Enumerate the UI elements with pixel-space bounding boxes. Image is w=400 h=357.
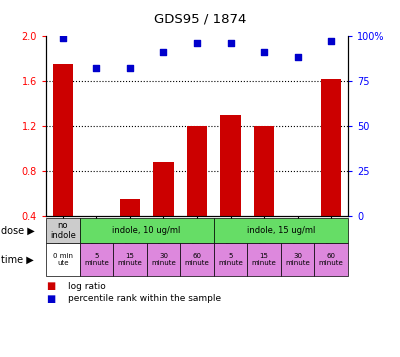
Text: 60
minute: 60 minute <box>185 253 209 266</box>
Bar <box>120 199 140 216</box>
Bar <box>254 126 274 216</box>
Bar <box>53 64 73 216</box>
Point <box>60 35 66 40</box>
Text: log ratio: log ratio <box>68 282 106 291</box>
Point <box>160 49 167 55</box>
Text: GDS95 / 1874: GDS95 / 1874 <box>154 12 246 25</box>
Text: dose ▶: dose ▶ <box>1 226 34 236</box>
Bar <box>288 216 308 218</box>
Point <box>93 65 100 71</box>
Text: no
indole: no indole <box>50 221 76 240</box>
Text: indole, 15 ug/ml: indole, 15 ug/ml <box>247 226 315 235</box>
Text: 30
minute: 30 minute <box>151 253 176 266</box>
Text: 60
minute: 60 minute <box>319 253 344 266</box>
Text: 30
minute: 30 minute <box>285 253 310 266</box>
Bar <box>187 126 207 216</box>
Point <box>194 40 200 46</box>
Point <box>294 55 301 60</box>
Text: 0 min
ute: 0 min ute <box>53 253 73 266</box>
Text: 15
minute: 15 minute <box>252 253 276 266</box>
Text: indole, 10 ug/ml: indole, 10 ug/ml <box>112 226 181 235</box>
Text: 5
minute: 5 minute <box>84 253 109 266</box>
Point <box>127 65 133 71</box>
Bar <box>220 115 241 216</box>
Text: 5
minute: 5 minute <box>218 253 243 266</box>
Point <box>328 38 334 44</box>
Text: ■: ■ <box>46 281 55 291</box>
Text: 15
minute: 15 minute <box>118 253 142 266</box>
Text: ■: ■ <box>46 294 55 304</box>
Text: percentile rank within the sample: percentile rank within the sample <box>68 294 221 303</box>
Bar <box>86 216 106 218</box>
Bar <box>321 79 341 216</box>
Point <box>227 40 234 46</box>
Bar <box>153 162 174 216</box>
Text: time ▶: time ▶ <box>1 255 34 265</box>
Point <box>261 49 267 55</box>
